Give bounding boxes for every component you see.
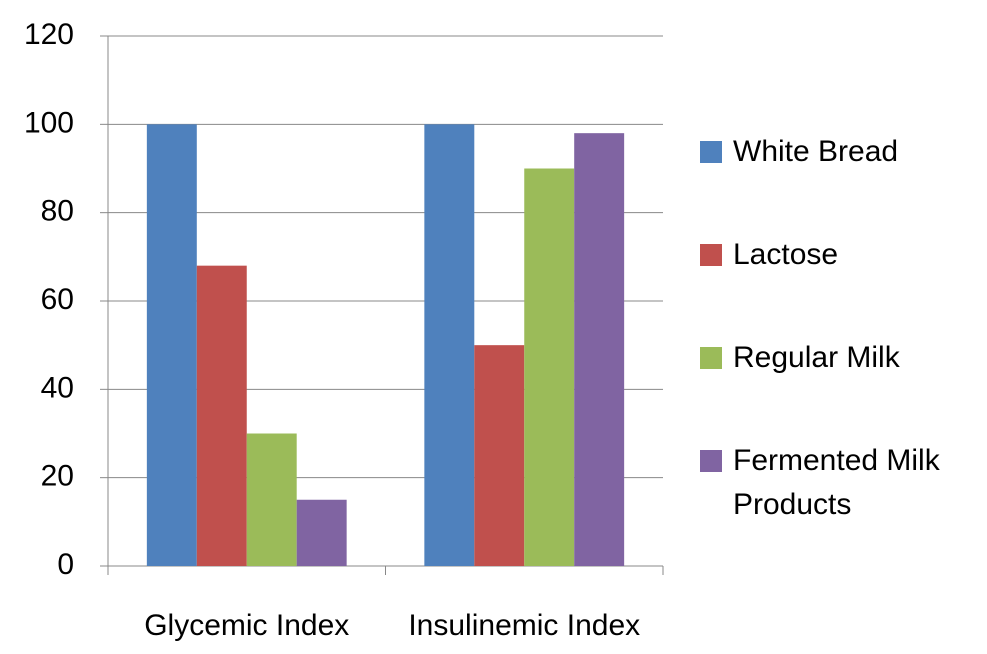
legend-swatch xyxy=(700,244,722,266)
bar xyxy=(196,265,247,566)
legend-item: Lactose xyxy=(700,233,980,336)
bar xyxy=(296,499,347,566)
legend-label: Lactose xyxy=(733,238,839,271)
bar xyxy=(524,168,575,566)
y-tick-label: 120 xyxy=(24,18,74,51)
bar xyxy=(424,124,475,566)
x-tick-label: Insulinemic Index xyxy=(408,609,640,642)
y-tick-label: 0 xyxy=(57,548,74,581)
x-tick-label: Glycemic Index xyxy=(144,609,349,642)
bar xyxy=(474,345,525,566)
y-tick-label: 60 xyxy=(41,283,74,316)
legend-item: Fermented Milk Products xyxy=(700,439,980,542)
legend-swatch xyxy=(700,450,722,472)
legend: White Bread Lactose Regular Milk Fermented … xyxy=(700,130,980,542)
y-tick-label: 20 xyxy=(41,460,74,493)
legend-swatch xyxy=(700,141,722,163)
legend-swatch xyxy=(700,347,722,369)
y-tick-label: 80 xyxy=(41,195,74,228)
bar xyxy=(574,133,625,566)
legend-item: Regular Milk xyxy=(700,336,980,439)
bar xyxy=(246,433,297,566)
legend-label: Regular Milk xyxy=(733,341,900,374)
y-tick-label: 40 xyxy=(41,371,74,404)
y-tick-label: 100 xyxy=(24,106,74,139)
bar xyxy=(146,124,197,566)
legend-label: White Bread xyxy=(733,135,899,168)
legend-item: White Bread xyxy=(700,130,980,233)
legend-label: Fermented Milk Products xyxy=(733,444,940,521)
